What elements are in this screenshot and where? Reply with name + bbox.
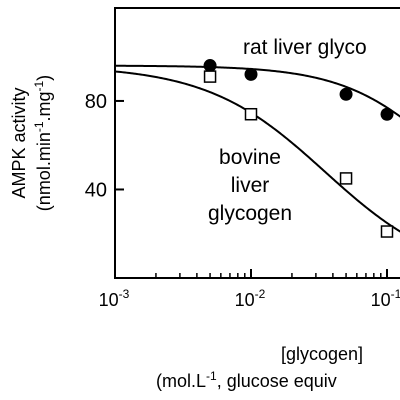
- series-label-bovine-line-1: bovine: [219, 146, 281, 169]
- y-tick-label: 40: [85, 179, 107, 201]
- series-label-bovine-liver-glycogen: bovine liver glycogen: [208, 146, 292, 225]
- curve-series-0: [114, 64, 400, 118]
- x-axis-label-line-2: (mol.L-1, glucose equiv: [156, 369, 337, 391]
- data-point-square: [339, 172, 353, 185]
- x-tick-label: 10-1: [371, 287, 400, 310]
- data-point-square: [203, 70, 217, 83]
- series-label-bovine-line-3: glycogen: [208, 202, 292, 225]
- data-points: [203, 59, 394, 238]
- curve-series-1: [114, 70, 400, 233]
- y-tick-label: 80: [85, 91, 107, 113]
- y-axis-label-line-2: (nmol.min-1.mg-1): [32, 75, 54, 211]
- data-point-circle: [339, 87, 353, 101]
- data-point-circle: [380, 107, 394, 121]
- data-point-circle: [203, 59, 217, 73]
- y-axis-label-line-1: AMPK activity: [9, 87, 29, 198]
- data-point-square: [244, 107, 258, 121]
- series-label-bovine-line-2: liver: [231, 174, 270, 197]
- fitted-curves: [114, 64, 400, 233]
- x-tick-label: 10-2: [235, 287, 266, 310]
- y-axis-ticks: 40 80: [85, 91, 124, 201]
- data-point-circle: [244, 67, 258, 81]
- series-label-rat-liver-glycogen: rat liver glyco: [243, 36, 367, 59]
- plot-area: [114, 7, 400, 279]
- x-axis-ticks: 10-3 10-2 10-1: [99, 269, 400, 310]
- x-axis-label-line-1: [glycogen]: [281, 344, 363, 364]
- y-axis-label: AMPK activity (nmol.min-1.mg-1): [9, 75, 54, 211]
- data-point-square: [380, 225, 394, 238]
- x-tick-label: 10-3: [99, 287, 130, 310]
